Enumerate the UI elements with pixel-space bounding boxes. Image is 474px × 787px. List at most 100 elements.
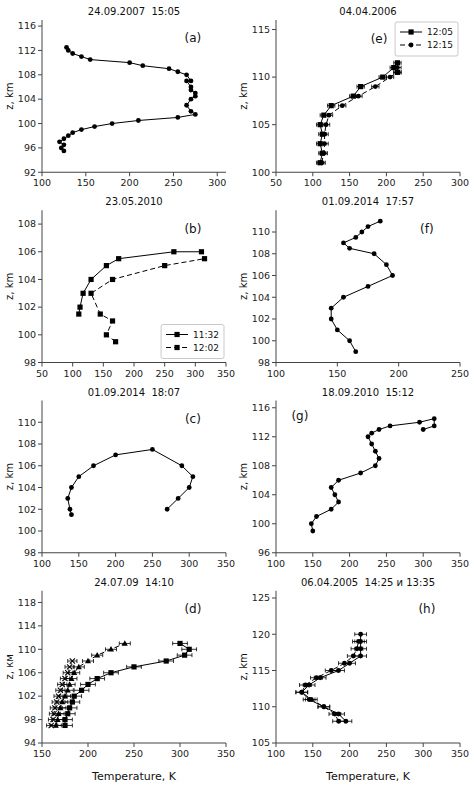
x-tick xyxy=(42,553,43,557)
series-line xyxy=(79,252,202,314)
data-point xyxy=(56,694,61,699)
data-point xyxy=(335,327,340,332)
data-point xyxy=(76,664,82,670)
y-tick xyxy=(272,407,276,408)
data-point xyxy=(187,485,192,490)
data-point xyxy=(175,69,180,74)
y-axis-line xyxy=(276,401,277,553)
error-bar xyxy=(182,647,197,651)
y-tick-label: 116 xyxy=(252,402,270,413)
data-point xyxy=(372,251,377,256)
y-tick xyxy=(38,649,42,650)
series xyxy=(296,639,364,724)
x-tick xyxy=(349,553,350,557)
x-tick xyxy=(195,363,196,367)
series xyxy=(316,60,401,165)
y-tick-label: 115 xyxy=(252,24,270,35)
data-point xyxy=(85,682,90,687)
series-line xyxy=(51,661,72,725)
x-tick-label: 150 xyxy=(70,558,88,569)
y-tick-label: 108 xyxy=(252,248,270,259)
data-point xyxy=(322,141,327,146)
series xyxy=(65,447,195,517)
error-bar xyxy=(329,712,341,716)
data-point xyxy=(179,463,184,468)
x-tick-label: 200 xyxy=(79,748,97,759)
x-tick xyxy=(103,363,104,367)
y-tick xyxy=(272,465,276,466)
error-bar xyxy=(355,94,362,98)
x-tick-label: 150 xyxy=(304,558,322,569)
error-bar xyxy=(58,682,67,686)
y-tick-label: 104 xyxy=(18,274,36,285)
data-point xyxy=(113,339,118,344)
x-tick xyxy=(72,363,73,367)
data-point xyxy=(57,139,62,144)
x-tick xyxy=(312,743,313,747)
plot-area xyxy=(57,45,198,153)
y-tick-label: 96 xyxy=(24,142,36,153)
panel-title: 18.09.2010 15:12 xyxy=(322,387,414,398)
x-axis-line xyxy=(276,362,460,363)
error-bar xyxy=(333,719,345,723)
y-tick xyxy=(38,123,42,124)
y-tick xyxy=(272,124,276,125)
data-point xyxy=(395,65,400,70)
error-bar xyxy=(394,70,401,74)
y-tick xyxy=(38,743,42,744)
y-tick xyxy=(272,494,276,495)
x-tick-label: 250 xyxy=(377,558,395,569)
data-point xyxy=(189,97,194,102)
error-bar xyxy=(311,676,323,680)
panel-title: 04.04.2006 xyxy=(339,6,396,17)
error-bar xyxy=(50,706,59,710)
panel-title: 24.09.2007 15:05 xyxy=(88,6,180,17)
y-tick xyxy=(272,670,276,671)
x-tick xyxy=(423,743,424,747)
legend-marker xyxy=(174,332,179,337)
data-point xyxy=(164,658,169,663)
data-point xyxy=(79,688,84,693)
panel: 10015020025030035096100104108112116z, km… xyxy=(238,387,469,569)
data-point xyxy=(347,246,352,251)
data-point xyxy=(110,277,115,282)
data-point xyxy=(184,103,189,108)
x-tick xyxy=(134,363,135,367)
y-tick-label: 100 xyxy=(18,329,36,340)
y-tick-label: 104 xyxy=(252,292,270,303)
x-tick xyxy=(226,743,227,747)
data-point xyxy=(187,647,192,652)
data-point xyxy=(65,496,70,501)
panel-title: 23.05.2010 xyxy=(105,196,162,207)
data-point xyxy=(116,256,121,261)
y-axis-line xyxy=(276,591,277,743)
y-tick xyxy=(38,465,42,466)
x-tick xyxy=(129,172,130,176)
data-point xyxy=(303,683,308,688)
panel: 5010015020025030035098100102104106108z, … xyxy=(4,196,235,378)
x-tick xyxy=(460,363,461,367)
data-point xyxy=(67,681,73,687)
data-point xyxy=(88,277,93,282)
data-point xyxy=(76,474,81,479)
y-axis-line xyxy=(42,401,43,553)
x-tick xyxy=(180,743,181,747)
y-tick xyxy=(38,487,42,488)
error-bar xyxy=(74,688,89,692)
y-tick xyxy=(272,172,276,173)
data-point xyxy=(94,652,100,658)
data-point xyxy=(366,224,371,229)
error-bar xyxy=(56,688,65,692)
plot-area xyxy=(296,632,367,724)
data-point xyxy=(299,690,304,695)
data-point xyxy=(329,668,334,673)
error-bar xyxy=(173,641,188,645)
data-point xyxy=(62,723,67,728)
data-point xyxy=(373,463,378,468)
data-point xyxy=(85,658,91,664)
figure: 1001502002503009296100104108112116z, km2… xyxy=(0,0,474,787)
y-tick-label: 105 xyxy=(252,737,270,748)
data-point xyxy=(359,230,364,235)
data-point xyxy=(189,85,194,90)
panel: 10015020025098100102104106108110z, km01.… xyxy=(238,196,469,378)
